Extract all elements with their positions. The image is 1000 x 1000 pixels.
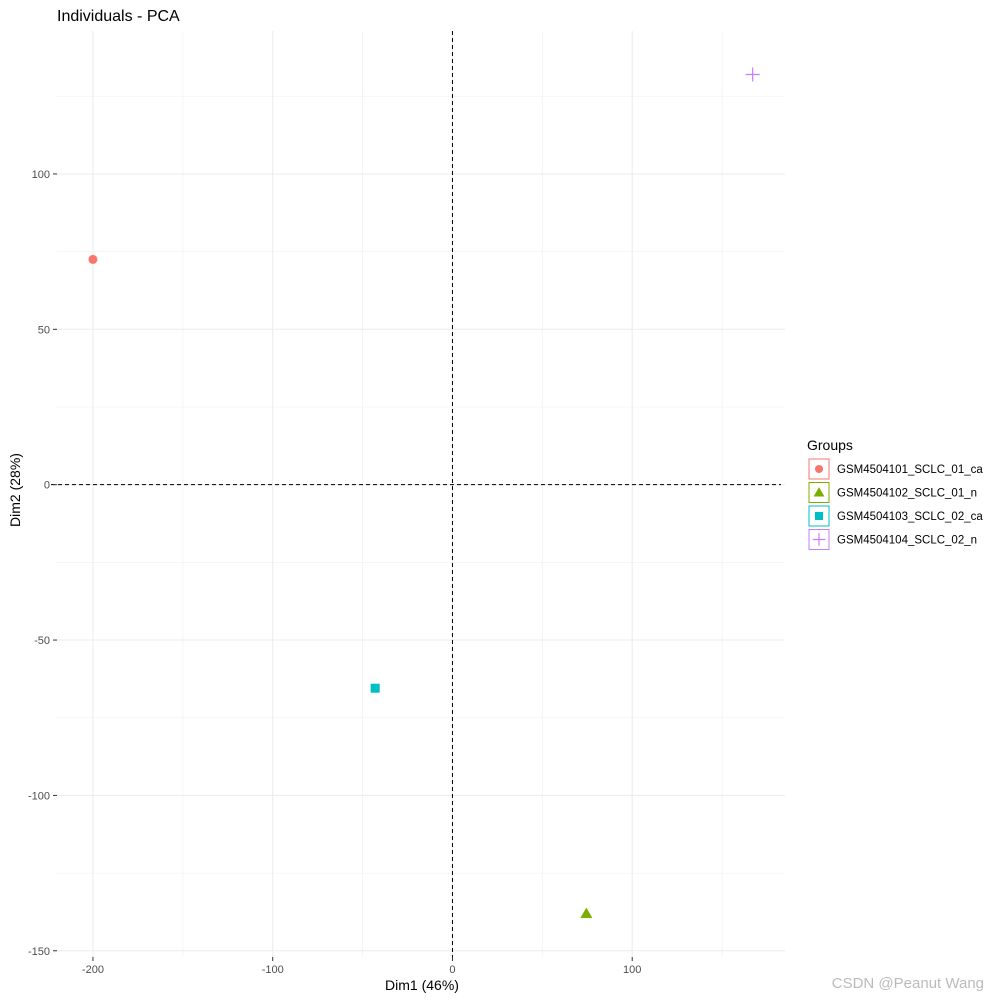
legend-entry-label: GSM4504102_SCLC_01_n — [837, 488, 977, 500]
y-tick-label: 0 — [44, 480, 50, 492]
watermark: CSDN @Peanut Wang — [831, 975, 984, 992]
y-tick-label: 50 — [38, 324, 50, 336]
legend-entry-label: GSM4504101_SCLC_01_ca — [837, 464, 983, 476]
y-axis: -150 -100 -50 0 50 100 — [28, 169, 57, 958]
x-tick-label: 0 — [449, 964, 455, 976]
legend-title: Groups — [807, 437, 853, 453]
x-axis: -200 -100 0 100 — [82, 957, 641, 976]
legend-symbol-triangle — [813, 487, 825, 497]
data-point-circle — [88, 254, 98, 264]
data-point-square — [370, 683, 380, 693]
y-tick-label: -50 — [34, 635, 50, 647]
reference-lines — [51, 31, 781, 957]
chart-title: Individuals - PCA — [57, 8, 180, 25]
y-tick-label: 100 — [32, 169, 50, 181]
data-point-triangle — [580, 907, 593, 918]
x-tick-label: -200 — [82, 964, 104, 976]
legend-entry-label: GSM4504103_SCLC_02_ca — [837, 511, 983, 523]
legend-symbol-plus — [812, 533, 826, 546]
data-points — [88, 67, 760, 918]
y-tick-label: -100 — [28, 790, 50, 802]
x-tick-label: 100 — [623, 964, 641, 976]
y-axis-title: Dim2 (28%) — [7, 453, 23, 527]
x-axis-title: Dim1 (46%) — [385, 977, 459, 993]
legend-entry-label: GSM4504104_SCLC_02_n — [837, 535, 977, 547]
legend: Groups GSM4504101_SCLC_01_ca GSM4504102_S… — [807, 437, 983, 550]
legend-symbol-square — [814, 511, 824, 521]
data-point-plus — [745, 67, 760, 82]
y-tick-label: -150 — [28, 946, 50, 958]
legend-symbol-circle — [814, 464, 824, 474]
x-tick-label: -100 — [262, 964, 284, 976]
